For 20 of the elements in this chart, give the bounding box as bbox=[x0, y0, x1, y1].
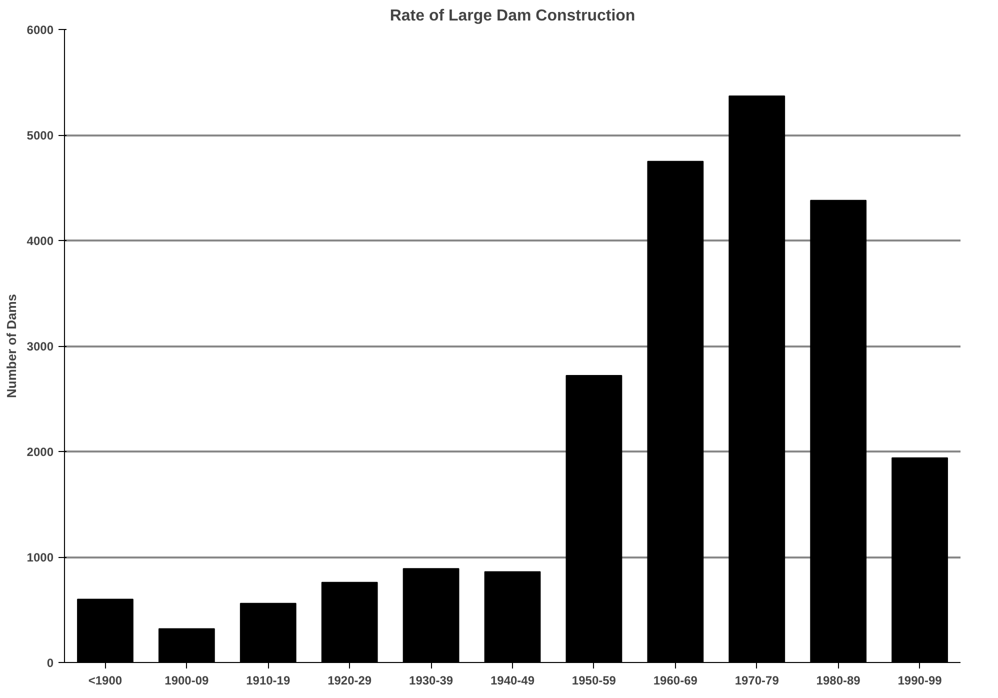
chart-title: Rate of Large Dam Construction bbox=[390, 8, 636, 24]
y-tick-label: 2000 bbox=[26, 445, 54, 459]
x-tick-label: <1900 bbox=[88, 674, 122, 688]
x-tick-label: 1990-99 bbox=[898, 674, 942, 688]
x-tick-label: 1950-59 bbox=[572, 674, 616, 688]
x-tick-label: 1980-89 bbox=[816, 674, 861, 688]
x-tick-label: 1930-39 bbox=[409, 674, 454, 688]
x-tick-label: 1900-09 bbox=[164, 674, 210, 688]
x-tick-label: 1910-19 bbox=[246, 674, 290, 688]
x-tick-label: 1920-29 bbox=[328, 674, 372, 688]
y-tick-label: 3000 bbox=[26, 340, 54, 354]
y-tick-label: 6000 bbox=[26, 23, 54, 37]
y-axis-title: Number of Dams bbox=[4, 294, 19, 398]
y-tick-label: 0 bbox=[46, 656, 54, 670]
x-tick-label: 1960-69 bbox=[653, 674, 698, 688]
y-tick-label: 5000 bbox=[26, 128, 54, 142]
y-tick-label: 1000 bbox=[26, 550, 54, 564]
x-tick-label: 1940-49 bbox=[490, 674, 535, 688]
x-tick-label: 1970-79 bbox=[734, 674, 780, 688]
y-tick-label: 4000 bbox=[26, 234, 54, 248]
